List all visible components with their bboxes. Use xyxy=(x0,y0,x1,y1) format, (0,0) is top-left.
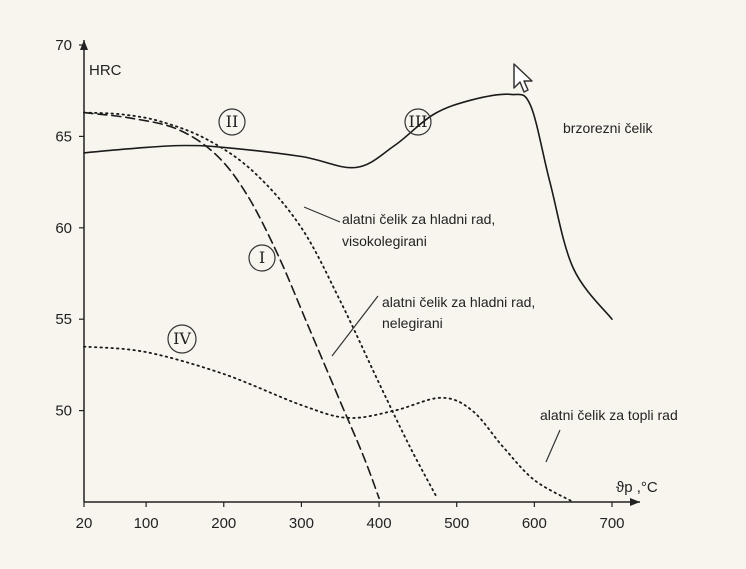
marker-circle-ii: II xyxy=(218,108,246,136)
legend-label-visokolegirani-line2: visokolegirani xyxy=(342,233,427,249)
x-tick-label-100: 100 xyxy=(134,515,159,532)
series-line-4 xyxy=(83,345,575,503)
legend-label-visokolegirani-line1: alatni čelik za hladni rad, xyxy=(342,211,495,227)
leader-nelegirani xyxy=(331,295,379,357)
legend-label-nelegirani-line2: nelegirani xyxy=(382,315,443,331)
series-lines xyxy=(83,93,613,503)
y-tick-label-60: 60 xyxy=(55,220,72,237)
x-tick-label-300: 300 xyxy=(289,515,314,532)
marker-i-label: I xyxy=(259,248,265,267)
y-axis-label: HRC xyxy=(89,62,122,79)
series-line-3 xyxy=(83,111,380,500)
marker-circle-iii: III xyxy=(404,108,432,136)
legend-label-topli-rad: alatni čelik za topli rad xyxy=(540,407,678,423)
leader-visokolegirani xyxy=(303,206,341,223)
x-tick-label-700: 700 xyxy=(599,515,624,532)
legend-label-brzorezni: brzorezni čelik xyxy=(563,120,653,136)
y-tick-label-65: 65 xyxy=(55,128,72,145)
x-tick-label-20: 20 xyxy=(76,515,93,532)
marker-circle-i: I xyxy=(248,244,276,272)
y-tick-label-55: 55 xyxy=(55,311,72,328)
y-tick-label-70: 70 xyxy=(55,37,72,54)
mouse-cursor-icon xyxy=(513,63,533,93)
series-line-1 xyxy=(83,93,613,320)
annotations: HRC ϑp ,°C brzorezni čelik alatni čelik … xyxy=(89,62,678,496)
x-axis-arrow xyxy=(630,498,640,506)
axes xyxy=(80,40,640,506)
leader-topli-rad xyxy=(545,429,561,463)
marker-circle-iv: IV xyxy=(167,324,197,354)
x-axis-label: ϑp ,°C xyxy=(616,479,658,496)
y-tick-label-50: 50 xyxy=(55,403,72,420)
series-line-2 xyxy=(83,111,439,500)
ticks: 20 100 200 300 400 500 600 700 70 65 60 55 50 xyxy=(55,37,624,532)
legend-label-nelegirani-line1: alatni čelik za hladni rad, xyxy=(382,294,535,310)
marker-iii-label: III xyxy=(409,112,428,131)
x-tick-label-400: 400 xyxy=(367,515,392,532)
marker-ii-label: II xyxy=(226,112,239,131)
x-tick-label-500: 500 xyxy=(444,515,469,532)
x-tick-label-600: 600 xyxy=(522,515,547,532)
x-tick-label-200: 200 xyxy=(211,515,236,532)
marker-iv-label: IV xyxy=(173,329,191,348)
